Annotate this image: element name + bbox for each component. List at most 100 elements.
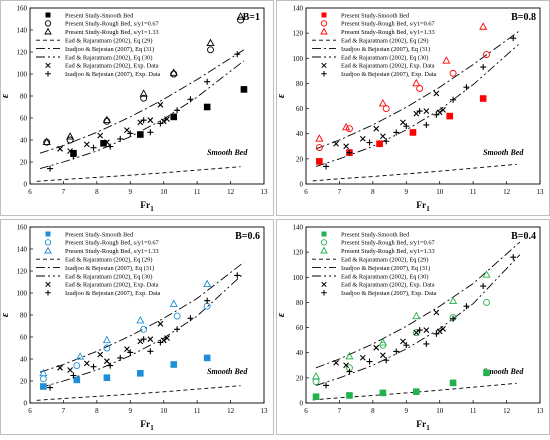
- legend-swatch-circle: [44, 239, 52, 246]
- x-axis-label: Fr1: [416, 201, 430, 213]
- y-tick-label: 0: [300, 181, 304, 189]
- smooth-bed-annotation: Smooth Bed: [483, 367, 524, 376]
- marker-circle: [237, 16, 245, 24]
- marker-plus: [140, 117, 147, 124]
- marker-triangle: [479, 22, 488, 30]
- y-tick-label: 120: [293, 30, 304, 38]
- legend-entry-label: Present Study-Rough Bed, s/y1=1.33: [341, 29, 435, 36]
- y-tick-label: 120: [17, 49, 28, 57]
- x-tick-label: 12: [227, 407, 235, 415]
- marker-triangle: [412, 311, 421, 320]
- marker-x: [164, 335, 170, 341]
- legend-entry-label: Izadjoo & Bejestan (2007), Eq (31): [65, 46, 154, 53]
- series-line-dashdot: [315, 30, 521, 150]
- legend-swatch-x: [321, 281, 327, 288]
- legend-swatch-circle: [320, 20, 328, 27]
- marker-plus: [47, 384, 54, 391]
- marker-x: [103, 358, 110, 365]
- marker-x: [83, 141, 90, 148]
- x-tick-label: 10: [436, 407, 444, 415]
- y-tick-label: 0: [24, 400, 28, 408]
- smooth-bed-annotation: Smooth Bed: [207, 148, 248, 157]
- marker-plus: [47, 165, 54, 172]
- marker-plus: [463, 303, 470, 310]
- y-tick-label: 0: [24, 181, 28, 189]
- marker-x: [157, 101, 164, 108]
- marker-plus: [107, 362, 114, 369]
- y-tick-label: 60: [20, 115, 28, 123]
- legend-entry-label: Ead & Rajaratnam (2002), Eq (30): [341, 54, 428, 61]
- y-axis-label: ε: [0, 93, 11, 98]
- marker-plus: [157, 339, 164, 346]
- x-tick-label: 11: [194, 407, 201, 415]
- marker-square: [170, 361, 178, 368]
- marker-plus: [433, 330, 440, 337]
- marker-triangle: [76, 352, 85, 360]
- marker-triangle: [315, 134, 324, 142]
- marker-x: [359, 135, 366, 142]
- y-tick-label: 80: [296, 299, 304, 307]
- marker-circle: [207, 46, 214, 54]
- x-axis-label-main: Fr: [140, 420, 151, 430]
- y-tick-label: 60: [20, 334, 28, 342]
- marker-plus: [510, 35, 517, 42]
- marker-x: [413, 329, 420, 336]
- x-tick-label: 8: [95, 188, 99, 196]
- marker-triangle: [66, 132, 75, 140]
- marker-square: [413, 388, 420, 395]
- y-tick-label: 100: [17, 71, 28, 79]
- x-axis-label: Fr1: [140, 201, 154, 213]
- marker-x: [147, 117, 154, 124]
- y-tick-label: 120: [293, 249, 304, 257]
- legend-swatch-plus: [321, 290, 327, 296]
- marker-x: [83, 360, 90, 367]
- marker-triangle: [169, 299, 178, 307]
- y-tick-label: 140: [293, 224, 304, 232]
- chart-panel-3: 6 7 8 9 10 11 12 13 0 20 40 60 80 100 120 140 Fr1 ε B=0.4 S…: [275, 219, 550, 435]
- y-tick-label: 20: [20, 378, 28, 386]
- marker-x: [400, 119, 406, 126]
- marker-x: [433, 90, 440, 97]
- series-line-dashed: [312, 163, 517, 182]
- y-tick-label: 40: [20, 356, 28, 364]
- y-tick-label: 100: [293, 274, 304, 282]
- x-axis-label-subscript: 1: [150, 205, 154, 213]
- marker-circle: [140, 325, 148, 333]
- series-line-dashdot: [315, 241, 521, 369]
- series-line-dashdot: [39, 261, 245, 373]
- legend-entry-label: Ead & Rajaratnam (2002), Exp. Data: [341, 63, 435, 70]
- x-tick-label: 9: [405, 188, 409, 196]
- marker-triangle: [482, 270, 491, 278]
- x-tick-label: 6: [304, 188, 308, 196]
- y-tick-label: 100: [293, 55, 304, 63]
- marker-triangle: [206, 38, 215, 47]
- x-axis-label-main: Fr: [416, 420, 427, 430]
- panel-label: B=1: [243, 12, 260, 23]
- marker-x: [124, 127, 130, 133]
- plot-frame: [305, 7, 541, 185]
- legend-entry-label: Present Study-Rough Bed, s/y1=0.67: [65, 21, 159, 28]
- series-line-dashed: [36, 385, 241, 401]
- marker-plus: [423, 121, 430, 128]
- marker-circle: [483, 298, 490, 306]
- y-tick-label: 140: [17, 27, 28, 35]
- legend-entry-label: Izadjoo & Bejestan (2007), Exp. Data: [65, 71, 161, 78]
- legend-swatch-circle: [44, 20, 52, 27]
- marker-plus: [107, 143, 114, 150]
- y-axis-label: ε: [275, 312, 287, 317]
- x-tick-label: 7: [62, 407, 66, 415]
- marker-triangle: [311, 372, 321, 380]
- marker-x: [124, 346, 130, 352]
- marker-square: [40, 383, 47, 390]
- x-tick-label: 12: [227, 188, 235, 196]
- legend-entry-label: Ead & Rajaratnam (2002), Eq (30): [341, 273, 428, 280]
- marker-plus: [383, 357, 390, 364]
- x-axis-label-main: Fr: [140, 201, 151, 211]
- marker-square: [203, 354, 211, 362]
- legend-swatch-plus: [45, 290, 51, 296]
- marker-plus: [323, 382, 330, 389]
- marker-x: [413, 110, 420, 117]
- marker-plus: [204, 78, 211, 85]
- y-tick-label: 60: [296, 324, 304, 332]
